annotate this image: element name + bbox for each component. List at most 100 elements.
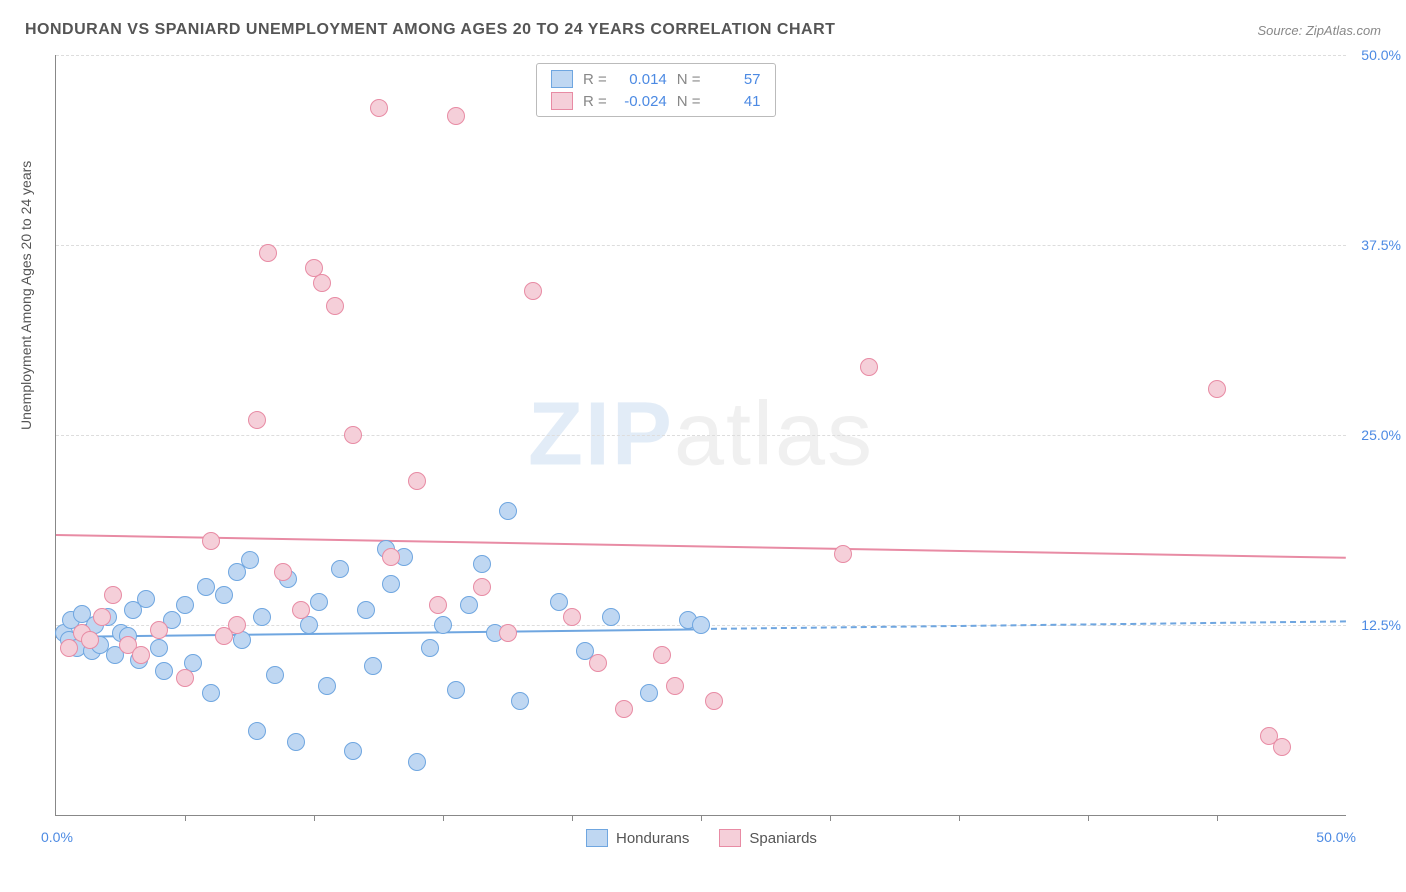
data-point (447, 107, 465, 125)
data-point (318, 677, 336, 695)
data-point (132, 646, 150, 664)
x-axis-max-label: 50.0% (1316, 829, 1356, 845)
data-point (241, 551, 259, 569)
x-tick-mark (314, 815, 315, 821)
n-value-hondurans: 57 (711, 71, 761, 88)
data-point (176, 596, 194, 614)
x-tick-mark (443, 815, 444, 821)
y-tick-label: 50.0% (1351, 47, 1401, 63)
data-point (326, 297, 344, 315)
data-point (602, 608, 620, 626)
data-point (499, 502, 517, 520)
data-point (344, 426, 362, 444)
data-point (640, 684, 658, 702)
data-point (834, 545, 852, 563)
x-tick-mark (959, 815, 960, 821)
data-point (310, 593, 328, 611)
y-tick-label: 37.5% (1351, 237, 1401, 253)
data-point (653, 646, 671, 664)
swatch-hondurans (551, 70, 573, 88)
legend-item-spaniards: Spaniards (719, 829, 817, 847)
data-point (197, 578, 215, 596)
x-tick-mark (701, 815, 702, 821)
data-point (1208, 380, 1226, 398)
data-point (615, 700, 633, 718)
n-label: N = (677, 93, 701, 110)
data-point (511, 692, 529, 710)
data-point (860, 358, 878, 376)
grid-line (56, 435, 1346, 436)
x-tick-mark (1217, 815, 1218, 821)
data-point (666, 677, 684, 695)
data-point (150, 621, 168, 639)
data-point (274, 563, 292, 581)
data-point (364, 657, 382, 675)
data-point (155, 662, 173, 680)
data-point (93, 608, 111, 626)
grid-line (56, 55, 1346, 56)
data-point (292, 601, 310, 619)
r-value-spaniards: -0.024 (617, 93, 667, 110)
data-point (408, 472, 426, 490)
stats-row-spaniards: R = -0.024 N = 41 (537, 90, 775, 112)
data-point (499, 624, 517, 642)
data-point (473, 578, 491, 596)
data-point (287, 733, 305, 751)
data-point (421, 639, 439, 657)
data-point (202, 532, 220, 550)
data-point (253, 608, 271, 626)
data-point (60, 639, 78, 657)
data-point (408, 753, 426, 771)
data-point (370, 99, 388, 117)
stats-row-hondurans: R = 0.014 N = 57 (537, 68, 775, 90)
legend-swatch-spaniards (719, 829, 741, 847)
data-point (524, 282, 542, 300)
x-axis-min-label: 0.0% (41, 829, 73, 845)
y-axis-label: Unemployment Among Ages 20 to 24 years (18, 161, 34, 430)
chart-title: HONDURAN VS SPANIARD UNEMPLOYMENT AMONG … (25, 21, 835, 39)
source-attribution: Source: ZipAtlas.com (1257, 23, 1381, 38)
scatter-plot-area: ZIPatlas R = 0.014 N = 57 R = -0.024 N =… (55, 55, 1346, 816)
y-tick-label: 25.0% (1351, 427, 1401, 443)
n-value-spaniards: 41 (711, 93, 761, 110)
y-tick-label: 12.5% (1351, 617, 1401, 633)
data-point (460, 596, 478, 614)
data-point (447, 681, 465, 699)
swatch-spaniards (551, 92, 573, 110)
r-label: R = (583, 71, 607, 88)
data-point (104, 586, 122, 604)
correlation-stats-legend: R = 0.014 N = 57 R = -0.024 N = 41 (536, 63, 776, 117)
data-point (473, 555, 491, 573)
data-point (589, 654, 607, 672)
data-point (81, 631, 99, 649)
x-tick-mark (185, 815, 186, 821)
r-label: R = (583, 93, 607, 110)
data-point (563, 608, 581, 626)
data-point (382, 548, 400, 566)
data-point (344, 742, 362, 760)
data-point (248, 411, 266, 429)
x-tick-mark (572, 815, 573, 821)
legend-label-hondurans: Hondurans (616, 830, 689, 847)
data-point (692, 616, 710, 634)
data-point (202, 684, 220, 702)
legend-swatch-hondurans (586, 829, 608, 847)
grid-line (56, 245, 1346, 246)
data-point (248, 722, 266, 740)
x-tick-mark (1088, 815, 1089, 821)
data-point (705, 692, 723, 710)
data-point (550, 593, 568, 611)
data-point (150, 639, 168, 657)
data-point (259, 244, 277, 262)
data-point (137, 590, 155, 608)
data-point (266, 666, 284, 684)
x-tick-mark (830, 815, 831, 821)
legend-item-hondurans: Hondurans (586, 829, 689, 847)
legend-label-spaniards: Spaniards (749, 830, 817, 847)
series-legend: Hondurans Spaniards (586, 829, 817, 847)
r-value-hondurans: 0.014 (617, 71, 667, 88)
data-point (313, 274, 331, 292)
data-point (331, 560, 349, 578)
n-label: N = (677, 71, 701, 88)
data-point (434, 616, 452, 634)
